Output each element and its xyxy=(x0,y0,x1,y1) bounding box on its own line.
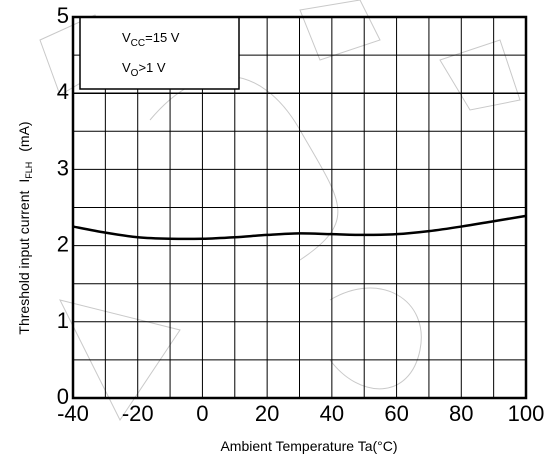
conditions-box: VCC=15 V VO>1 V xyxy=(79,16,240,90)
x-tick-labels: -40 -20 0 20 40 60 80 100 xyxy=(57,401,544,426)
y-tick-label: 5 xyxy=(57,3,69,28)
x-axis-title: Ambient Temperature Ta(°C) xyxy=(220,438,397,454)
x-tick-label: 40 xyxy=(320,401,344,426)
y-axis-title: Threshold input current IFLH (mA) xyxy=(16,121,34,334)
condition-vcc: VCC=15 V xyxy=(122,30,180,49)
y-tick-labels: 0 1 2 3 4 5 xyxy=(57,3,69,409)
conditions-box-frame xyxy=(79,16,240,90)
x-tick-label: 80 xyxy=(449,401,473,426)
x-tick-label: 0 xyxy=(196,401,208,426)
plot-frame xyxy=(71,15,528,400)
x-tick-label: -20 xyxy=(122,401,154,426)
y-axis-title-symbol: I xyxy=(16,179,32,183)
series-line xyxy=(72,214,527,241)
x-tick-label: 20 xyxy=(255,401,279,426)
x-tick-label: -40 xyxy=(57,401,89,426)
y-tick-label: 4 xyxy=(57,79,69,104)
y-axis-title-main: Threshold input current xyxy=(16,191,32,335)
y-tick-label: 1 xyxy=(57,308,69,333)
x-tick-label: 60 xyxy=(384,401,408,426)
condition-vo: VO>1 V xyxy=(122,60,166,79)
y-tick-label: 2 xyxy=(57,232,69,257)
y-tick-label: 3 xyxy=(57,155,69,180)
y-tick-label: 0 xyxy=(57,384,69,409)
x-tick-label: 100 xyxy=(508,401,545,426)
y-axis-title-symbol-sub: FLH xyxy=(24,162,34,179)
y-axis-title-unit: (mA) xyxy=(16,121,32,151)
